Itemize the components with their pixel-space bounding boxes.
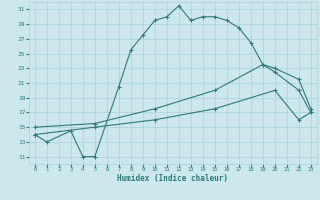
X-axis label: Humidex (Indice chaleur): Humidex (Indice chaleur) <box>117 174 228 183</box>
